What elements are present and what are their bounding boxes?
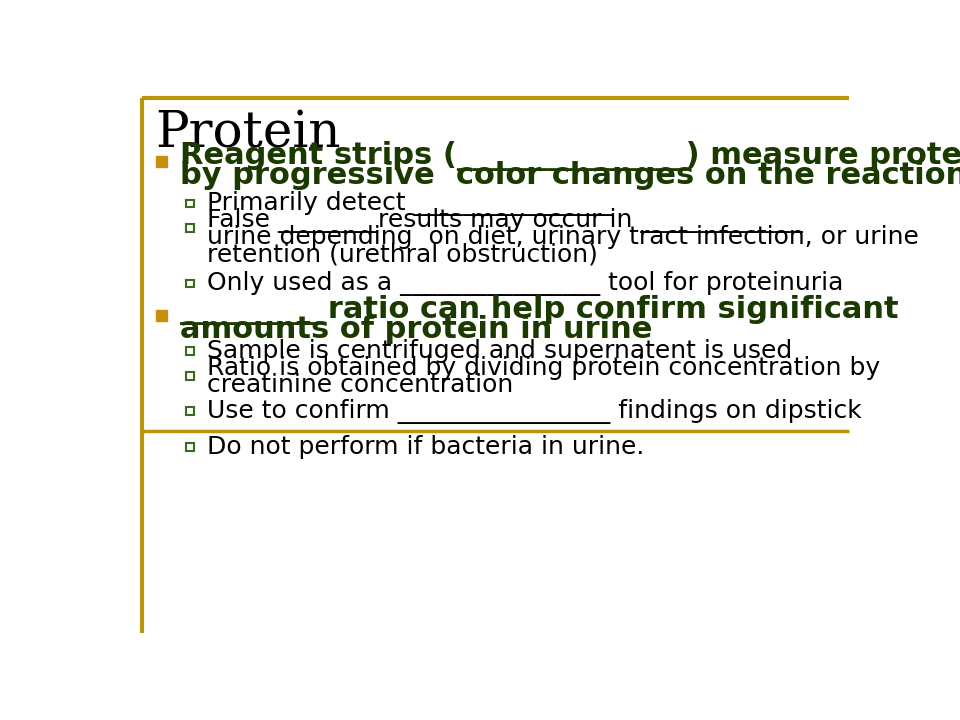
Text: _________ ratio can help confirm significant: _________ ratio can help confirm signifi… [180,295,900,325]
Bar [156,156,166,167]
Text: Only used as a ________________ tool for proteinuria: Only used as a ________________ tool for… [206,271,843,296]
Text: Do not perform if bacteria in urine.: Do not perform if bacteria in urine. [206,435,644,459]
Text: Primarily detect ________________: Primarily detect ________________ [206,191,613,216]
Text: Use to confirm _________________ findings on dipstick: Use to confirm _________________ finding… [206,399,861,424]
FancyBboxPatch shape [186,443,194,451]
Text: retention (urethral obstruction): retention (urethral obstruction) [206,242,598,266]
Text: Ratio is obtained by dividing protein concentration by: Ratio is obtained by dividing protein co… [206,356,880,380]
FancyBboxPatch shape [186,348,194,355]
Text: Protein: Protein [155,109,341,159]
FancyBboxPatch shape [186,372,194,379]
Text: Reagent strips (_______________) measure protein: Reagent strips (_______________) measure… [180,141,960,171]
Text: urine depending  on diet, urinary tract infection, or urine: urine depending on diet, urinary tract i… [206,225,919,249]
Text: creatinine concentration: creatinine concentration [206,373,513,397]
FancyBboxPatch shape [186,408,194,415]
Bar [156,310,166,321]
FancyBboxPatch shape [186,224,194,232]
Text: by progressive  color changes on the reaction pad.: by progressive color changes on the reac… [180,161,960,190]
Text: False ________results may occur in _____________: False ________results may occur in _____… [206,208,803,233]
FancyBboxPatch shape [186,279,194,287]
FancyBboxPatch shape [186,199,194,207]
Text: Sample is centrifuged and supernatent is used: Sample is centrifuged and supernatent is… [206,339,792,364]
Text: amounts of protein in urine: amounts of protein in urine [180,315,653,344]
